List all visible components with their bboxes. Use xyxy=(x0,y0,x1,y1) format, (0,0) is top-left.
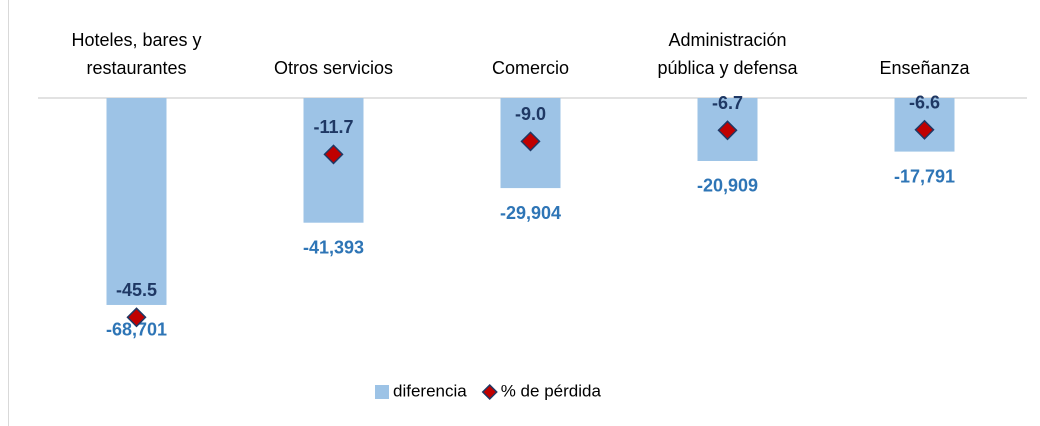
point-label: -6.7 xyxy=(712,93,743,113)
point xyxy=(914,119,935,140)
bar-label: -17,791 xyxy=(894,166,955,186)
point-label: -11.7 xyxy=(313,117,353,137)
bar-label: -29,904 xyxy=(500,203,561,223)
x-tick-label: Enseñanza xyxy=(879,58,970,78)
point-label: -45.5 xyxy=(116,280,157,300)
bar-label: -41,393 xyxy=(303,237,364,257)
point xyxy=(323,144,344,165)
bar xyxy=(106,98,167,305)
point xyxy=(126,307,147,328)
x-tick-label: Otros servicios xyxy=(273,58,394,78)
point xyxy=(520,131,541,152)
bar-label: -20,909 xyxy=(697,176,758,196)
x-tick-label: Comercio xyxy=(491,58,570,78)
point-label: -6.6 xyxy=(909,93,940,113)
x-tick-label: Administración pública y defensa xyxy=(657,30,798,78)
legend-swatch xyxy=(375,385,389,399)
x-tick-label: Hoteles, bares y restaurantes xyxy=(71,30,202,78)
bar-label: -68,701 xyxy=(106,320,167,340)
legend-label: diferencia xyxy=(393,381,467,400)
point-label: -9.0 xyxy=(515,104,546,124)
legend-label: % de pérdida xyxy=(501,381,602,400)
point xyxy=(717,120,738,141)
legend-swatch xyxy=(481,383,498,401)
